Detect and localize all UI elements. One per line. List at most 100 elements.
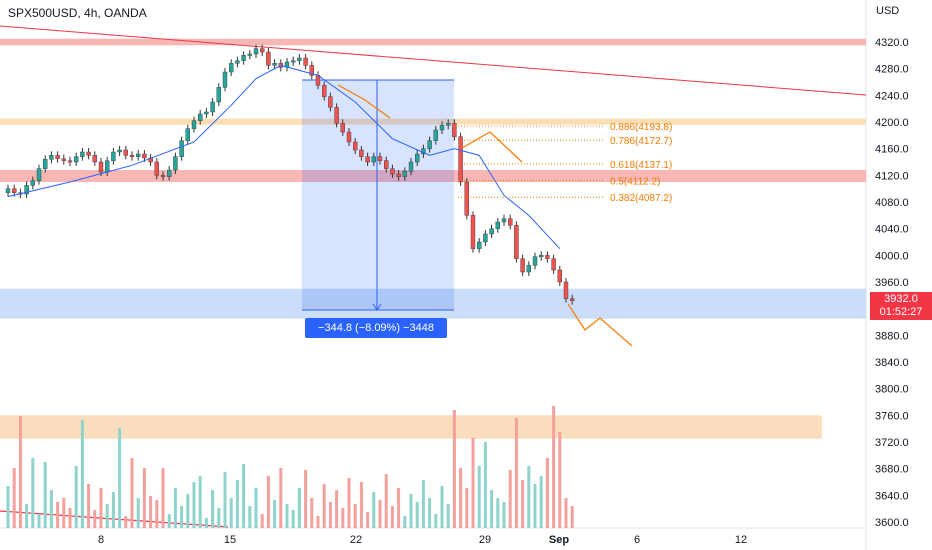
volume-bar: [204, 518, 208, 528]
volume-bar: [173, 488, 177, 528]
candle-body: [563, 281, 569, 299]
volume-bar: [359, 482, 363, 528]
candle-body: [557, 269, 562, 283]
candle-body: [371, 156, 376, 163]
volume-bar: [62, 498, 66, 528]
volume-bar: [285, 504, 289, 528]
volume-bar: [105, 504, 109, 528]
candle-body: [495, 221, 500, 229]
volume-bar: [223, 472, 227, 528]
volume-bar: [545, 458, 549, 528]
candle-body: [402, 171, 407, 177]
volume-bar: [483, 442, 487, 528]
candle-body: [67, 160, 73, 163]
volume-bar: [49, 490, 53, 528]
candle-body: [49, 155, 54, 160]
volume-bar: [198, 476, 202, 528]
volume-bar: [521, 480, 525, 528]
bar-countdown: 01:52:27: [879, 306, 923, 318]
candle-body: [123, 149, 129, 156]
volume-bar: [434, 514, 438, 528]
volume-bar: [558, 432, 562, 528]
y-tick-label: 4280.0: [875, 64, 909, 76]
volume-bar: [192, 482, 196, 528]
candle-body: [291, 60, 296, 63]
candle-body: [36, 168, 42, 181]
y-tick-label: 3720.0: [875, 437, 909, 449]
candle-body: [458, 136, 463, 183]
volume-bar: [310, 498, 314, 528]
candle-body: [309, 65, 314, 76]
candle-body: [73, 156, 79, 163]
x-tick-label: 8: [98, 534, 104, 546]
candle-body: [297, 57, 302, 61]
candle-body: [104, 160, 110, 173]
fib-level-label: 0.886(4193.8): [610, 122, 672, 133]
candle-body: [98, 161, 104, 173]
volume-bar: [297, 488, 301, 528]
last-price-tag: 3932.0 01:52:27: [870, 292, 932, 320]
trendline-upper: [0, 25, 867, 96]
volume-bar: [111, 492, 115, 528]
candle-body: [303, 57, 308, 66]
candle-body: [532, 256, 538, 266]
volume-bar: [322, 484, 326, 528]
candle-body: [166, 169, 172, 177]
volume-bar: [471, 438, 475, 528]
volume-bar: [31, 458, 35, 528]
candle-body: [539, 255, 544, 258]
candle-body: [197, 113, 203, 121]
candle-body: [30, 180, 35, 186]
measure-label[interactable]: −344.8 (−8.09%) −3448: [305, 318, 447, 338]
candle-body: [266, 51, 271, 66]
candle-body: [210, 101, 215, 113]
volume-bar: [211, 490, 215, 528]
volume-bar: [56, 502, 60, 528]
fib-level-label: 0.786(4172.7): [610, 136, 672, 147]
candle-body: [439, 125, 445, 131]
resistance-zone: [0, 118, 866, 125]
candle-body: [5, 188, 11, 193]
candle-body: [470, 215, 476, 249]
candle-body: [92, 155, 98, 163]
y-tick-label: 4160.0: [875, 144, 909, 156]
volume-bar: [384, 474, 388, 528]
projection-arrow-1: [337, 84, 391, 119]
x-tick-label: 22: [350, 534, 362, 546]
volume-bar: [136, 498, 140, 528]
volume-bar: [440, 486, 444, 528]
volume-bar: [335, 490, 339, 528]
candle-body: [520, 258, 525, 273]
y-tick-label: 4320.0: [875, 37, 909, 49]
candle-body: [396, 173, 401, 177]
x-tick-label: 29: [479, 534, 491, 546]
volume-bar: [372, 492, 376, 528]
volume-bar: [217, 508, 221, 528]
volume-bar: [496, 498, 500, 528]
volume-bar: [43, 462, 47, 528]
candle-body: [222, 71, 228, 88]
candle-body: [526, 265, 531, 273]
volume-bar: [180, 506, 184, 528]
fib-level-label: 0.618(4137.1): [610, 160, 672, 171]
y-tick-label: 3960.0: [875, 277, 909, 289]
candle-body: [508, 218, 513, 226]
volume-bar: [465, 488, 469, 528]
y-tick-label: 3880.0: [875, 330, 909, 342]
y-tick-label: 4040.0: [875, 224, 909, 236]
y-tick-label: 3640.0: [875, 490, 909, 502]
candle-body: [185, 128, 191, 141]
volume-bar: [570, 506, 574, 528]
fib-level-label: 0.5(4112.2): [610, 177, 660, 188]
candle-body: [377, 156, 383, 161]
candle-body: [322, 85, 327, 97]
volume-bar: [167, 514, 171, 528]
candle-body: [160, 175, 166, 178]
volume-bar: [514, 418, 518, 528]
symbol-title[interactable]: SPX500USD, 4h, OANDA: [8, 6, 147, 20]
candle-body: [334, 107, 339, 124]
currency-label: USD: [876, 5, 900, 17]
y-tick-label: 4080.0: [875, 197, 909, 209]
